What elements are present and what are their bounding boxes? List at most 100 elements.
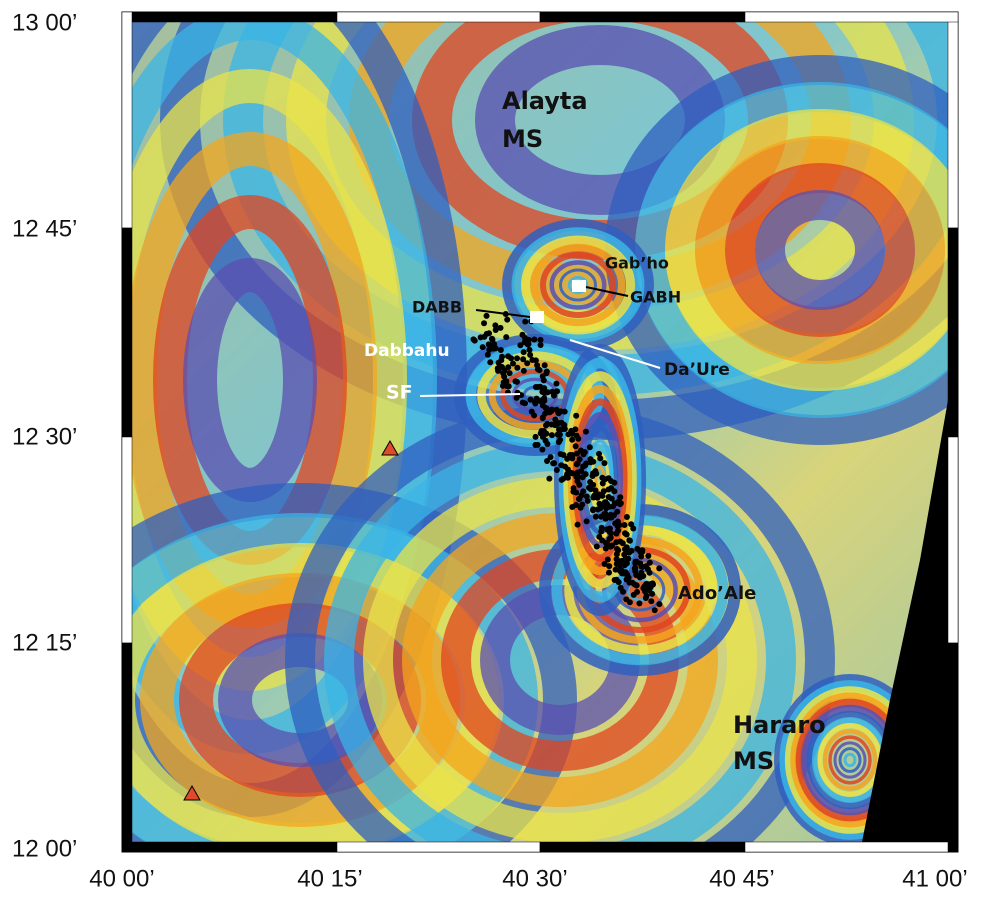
place-label: Ado’Ale — [678, 583, 756, 604]
earthquake — [645, 552, 652, 559]
earthquake — [638, 549, 645, 556]
earthquake — [580, 488, 587, 495]
earthquake — [522, 318, 529, 325]
earthquake — [556, 426, 563, 433]
earthquake — [602, 512, 609, 519]
earthquake — [505, 383, 512, 390]
fringe — [540, 252, 616, 318]
station-label: DABB — [412, 298, 462, 317]
earthquake — [623, 544, 630, 551]
volcano — [183, 784, 201, 801]
earthquake — [572, 443, 579, 450]
place-label: SF — [386, 382, 413, 404]
earthquake — [501, 373, 508, 380]
earthquake — [546, 475, 553, 482]
earthquake — [525, 341, 532, 348]
earthquake — [540, 377, 547, 384]
earthquake — [564, 466, 571, 473]
earthquake — [613, 530, 620, 537]
earthquake — [617, 501, 624, 508]
earthquake — [522, 400, 529, 407]
earthquake — [623, 531, 630, 538]
earthquake — [484, 351, 491, 358]
earthquake — [520, 349, 527, 356]
earthquake — [599, 474, 606, 481]
earthquake — [605, 494, 612, 501]
earthquake — [617, 558, 624, 565]
fringe — [838, 747, 862, 773]
earthquake — [497, 324, 504, 331]
earthquake — [606, 563, 613, 570]
earthquake — [503, 334, 510, 341]
earthquake — [522, 335, 529, 342]
earthquake — [520, 356, 527, 363]
earthquake — [613, 556, 620, 563]
earthquake — [539, 433, 546, 440]
latitude-label: 12 00’ — [12, 835, 77, 862]
earthquake — [617, 584, 624, 591]
frame-bar — [744, 11, 959, 23]
sea — [862, 400, 948, 842]
earthquake — [582, 428, 589, 435]
earthquake — [639, 563, 646, 570]
frame-bar — [121, 642, 133, 853]
earthquake — [636, 600, 643, 607]
fringe — [511, 227, 645, 343]
longitude-label: 40 30’ — [502, 865, 567, 892]
fringe — [183, 258, 317, 502]
earthquake — [621, 521, 628, 528]
leader — [475, 309, 531, 318]
earthquake — [649, 590, 656, 597]
leader — [419, 393, 521, 397]
frame-bar — [121, 841, 338, 853]
earthquake — [580, 451, 587, 458]
earthquake — [527, 396, 534, 403]
earthquake — [541, 389, 548, 396]
earthquake — [495, 359, 502, 366]
frame-bar — [947, 227, 959, 438]
earthquake — [481, 320, 488, 327]
earthquake — [606, 528, 613, 535]
earthquake — [651, 607, 658, 614]
earthquake — [564, 455, 571, 462]
earthquake — [626, 579, 633, 586]
frame — [121, 11, 959, 853]
earthquake — [513, 378, 520, 385]
fringe — [755, 190, 885, 310]
earthquake — [630, 525, 637, 532]
earthquake — [592, 487, 599, 494]
earthquake — [555, 439, 562, 446]
earthquake — [625, 555, 632, 562]
earthquake — [626, 599, 633, 606]
earthquake — [539, 414, 546, 421]
earthquake — [557, 451, 564, 458]
earthquake — [497, 346, 504, 353]
earthquake — [573, 461, 580, 468]
earthquake — [628, 547, 635, 554]
earthquake — [495, 367, 502, 374]
earthquake — [492, 327, 499, 334]
earthquake — [513, 394, 520, 401]
station-label: GABH — [630, 288, 681, 307]
earthquake — [623, 514, 630, 521]
fringe — [695, 136, 945, 364]
earthquake — [615, 547, 622, 554]
earthquake — [587, 456, 594, 463]
earthquake — [501, 367, 508, 374]
earthquake — [599, 480, 606, 487]
earthquake — [648, 598, 655, 605]
earthquake — [594, 506, 601, 513]
earthquake — [626, 537, 633, 544]
earthquake — [514, 364, 521, 371]
earthquake — [583, 493, 590, 500]
earthquake — [547, 454, 554, 461]
earthquake — [630, 591, 637, 598]
earthquake — [549, 388, 556, 395]
earthquake — [517, 342, 524, 349]
earthquake — [612, 500, 619, 507]
earthquake — [643, 592, 650, 599]
earthquake — [599, 537, 606, 544]
earthquake — [586, 444, 593, 451]
earthquake — [563, 472, 570, 479]
frame-bar — [121, 227, 133, 438]
